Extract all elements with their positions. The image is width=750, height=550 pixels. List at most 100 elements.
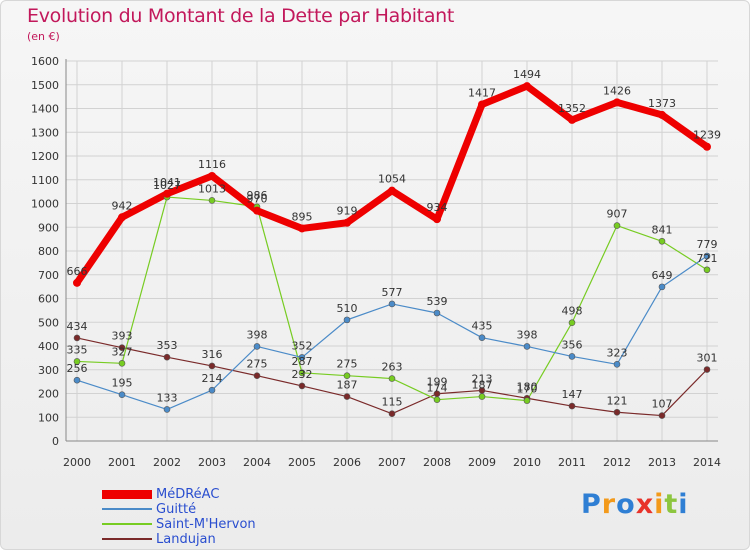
legend-label-saint-mhervon: Saint-M'Hervon: [156, 516, 256, 532]
data-label: 147: [562, 388, 583, 401]
data-label: 398: [247, 328, 268, 341]
data-point: [613, 360, 621, 368]
data-point: [343, 218, 351, 227]
data-label: 121: [607, 394, 628, 407]
data-label: 327: [112, 345, 133, 358]
data-label: 301: [697, 352, 718, 365]
data-point: [568, 115, 576, 124]
data-label: 275: [337, 358, 358, 371]
x-tick-label: 2010: [513, 456, 541, 469]
data-label: 498: [562, 305, 583, 318]
data-point: [613, 222, 621, 229]
data-point: [433, 396, 441, 403]
data-point: [118, 391, 126, 398]
data-point: [613, 408, 621, 416]
data-point: [658, 110, 666, 119]
y-tick-label: 500: [38, 316, 59, 329]
data-point: [478, 393, 486, 400]
x-tick-label: 2006: [333, 456, 361, 469]
y-tick-label: 1300: [31, 126, 59, 139]
y-tick-label: 300: [38, 364, 59, 377]
data-point: [523, 343, 531, 350]
y-tick-label: 0: [52, 435, 59, 448]
data-point: [658, 237, 666, 245]
data-label: 1054: [378, 173, 406, 186]
data-point: [388, 186, 396, 195]
data-point: [298, 354, 306, 361]
data-point: [208, 197, 216, 204]
data-point: [658, 283, 666, 291]
data-label: 666: [67, 265, 88, 278]
data-point: [703, 142, 711, 151]
data-point: [388, 410, 396, 417]
data-label: 275: [247, 358, 268, 371]
logo-letter: x: [635, 489, 655, 520]
data-point: [163, 189, 171, 198]
data-label: 213: [472, 372, 493, 385]
data-label: 1239: [693, 129, 721, 142]
data-label: 1027: [153, 179, 181, 192]
x-tick-label: 2007: [378, 456, 406, 469]
data-label: 115: [382, 396, 403, 409]
data-label: 107: [652, 398, 673, 411]
data-point: [568, 353, 576, 360]
y-tick-label: 1000: [31, 198, 59, 211]
x-tick-label: 2003: [198, 456, 226, 469]
data-label: 174: [427, 382, 448, 395]
legend-label-guitte: Guitté: [156, 501, 197, 517]
data-label: 170: [517, 383, 538, 396]
y-tick-label: 600: [38, 293, 59, 306]
data-label: 187: [337, 379, 358, 392]
logo-letter: i: [654, 489, 665, 520]
data-point: [118, 213, 126, 222]
data-point: [208, 386, 216, 394]
data-label: 895: [292, 210, 313, 223]
legend-item-saint-mhervon: Saint-M'Hervon: [102, 516, 256, 532]
x-tick-label: 2008: [423, 456, 451, 469]
data-label: 907: [607, 208, 628, 221]
data-point: [253, 372, 261, 379]
data-point: [478, 100, 486, 109]
x-tick-label: 2013: [648, 456, 676, 469]
logo-letter: i: [678, 489, 689, 520]
data-point: [73, 376, 81, 384]
data-label: 539: [427, 295, 448, 308]
data-point: [253, 343, 261, 350]
legend-label-landujan: Landujan: [156, 531, 216, 547]
data-label: 393: [112, 330, 133, 343]
data-label: 256: [67, 362, 88, 375]
data-label: 232: [292, 368, 313, 381]
data-label: 1352: [558, 102, 586, 115]
data-label: 335: [67, 343, 88, 356]
x-tick-label: 2009: [468, 456, 496, 469]
data-label: 1013: [198, 182, 226, 195]
data-label: 353: [157, 339, 178, 352]
data-label: 323: [607, 346, 628, 359]
data-label: 435: [472, 320, 493, 333]
data-label: 986: [247, 189, 268, 202]
data-label: 942: [112, 199, 133, 212]
data-point: [703, 366, 711, 373]
data-label: 187: [472, 379, 493, 392]
data-point: [343, 372, 351, 379]
y-tick-label: 1200: [31, 150, 59, 163]
data-label: 510: [337, 302, 358, 315]
unit-label: (en €): [27, 30, 60, 43]
data-label: 356: [562, 338, 583, 351]
legend-label-medreac: MéDRéAC: [156, 486, 220, 502]
data-point: [433, 309, 441, 317]
data-point: [703, 266, 711, 274]
data-point: [523, 397, 531, 404]
data-point: [433, 215, 441, 224]
data-point: [343, 316, 351, 324]
data-point: [478, 334, 486, 341]
x-tick-label: 2012: [603, 456, 631, 469]
data-point: [208, 171, 216, 180]
data-label: 180: [517, 380, 538, 393]
data-point: [613, 98, 621, 107]
data-point: [568, 402, 576, 410]
legend-swatch-saint-mhervon: [102, 523, 152, 525]
data-point: [73, 278, 81, 287]
data-point: [343, 393, 351, 400]
